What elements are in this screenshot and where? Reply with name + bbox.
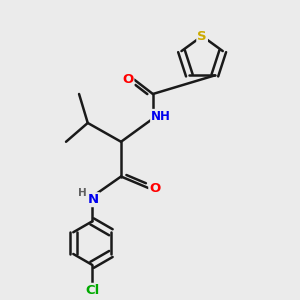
Text: Cl: Cl	[85, 284, 99, 297]
Text: H: H	[78, 188, 87, 198]
Text: O: O	[149, 182, 161, 195]
Text: S: S	[197, 30, 207, 43]
Text: NH: NH	[151, 110, 171, 123]
Text: O: O	[122, 73, 133, 86]
Text: N: N	[88, 193, 99, 206]
